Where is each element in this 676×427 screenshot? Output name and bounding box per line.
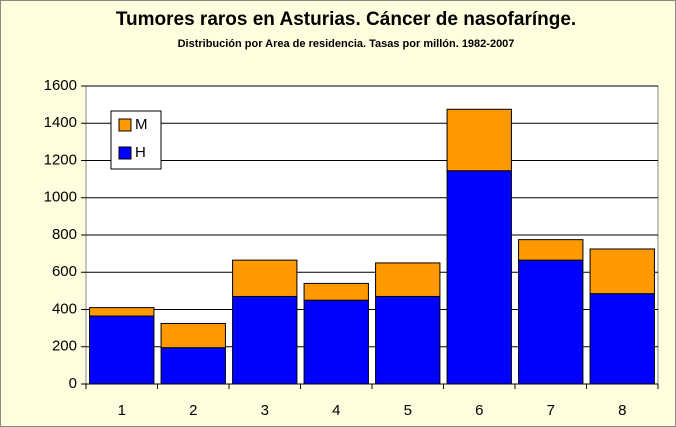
legend-swatch [118, 146, 132, 160]
x-tick-label: 7 [547, 402, 555, 419]
y-tick-label: 1400 [44, 114, 77, 131]
bar-segment [375, 262, 441, 297]
x-tick-label: 8 [618, 402, 626, 419]
x-tick-label: 2 [189, 402, 197, 419]
y-tick-label: 0 [69, 375, 77, 392]
bar-segment [589, 248, 655, 295]
chart-subtitle: Distribución por Area de residencia. Tas… [177, 38, 515, 50]
bar-segment [232, 259, 298, 297]
bar-segment [375, 295, 441, 385]
bar-segment [89, 307, 155, 317]
x-tick-label: 4 [332, 402, 340, 419]
x-tick-label: 3 [261, 402, 269, 419]
legend-label: H [135, 144, 146, 161]
bar-segment [160, 347, 226, 385]
chart-title: Tumores raros en Asturias. Cáncer de nas… [115, 9, 577, 30]
y-tick-label: 1200 [44, 151, 77, 168]
x-tick-label: 6 [475, 402, 483, 419]
bar-segment [160, 322, 226, 349]
bar-segment [446, 108, 512, 172]
x-tick-label: 5 [404, 402, 412, 419]
bar-segment [303, 299, 369, 385]
bar-segment [303, 282, 369, 301]
y-tick-label: 1600 [44, 77, 77, 94]
bar-segment [589, 293, 655, 385]
header: Tumores raros en Asturias. Cáncer de nas… [96, 9, 596, 54]
bar-segment [446, 170, 512, 385]
y-tick-label: 200 [52, 338, 77, 355]
y-tick-label: 600 [52, 263, 77, 280]
legend-swatch [118, 118, 132, 132]
x-tick-label: 1 [118, 402, 126, 419]
y-tick-label: 800 [52, 226, 77, 243]
y-tick-label: 1000 [44, 189, 77, 206]
bar-segment [232, 295, 298, 385]
bar-segment [518, 239, 584, 261]
bar-segment [89, 315, 155, 385]
bar-segment [518, 259, 584, 385]
legend-label: M [135, 116, 148, 133]
y-tick-label: 400 [52, 300, 77, 317]
